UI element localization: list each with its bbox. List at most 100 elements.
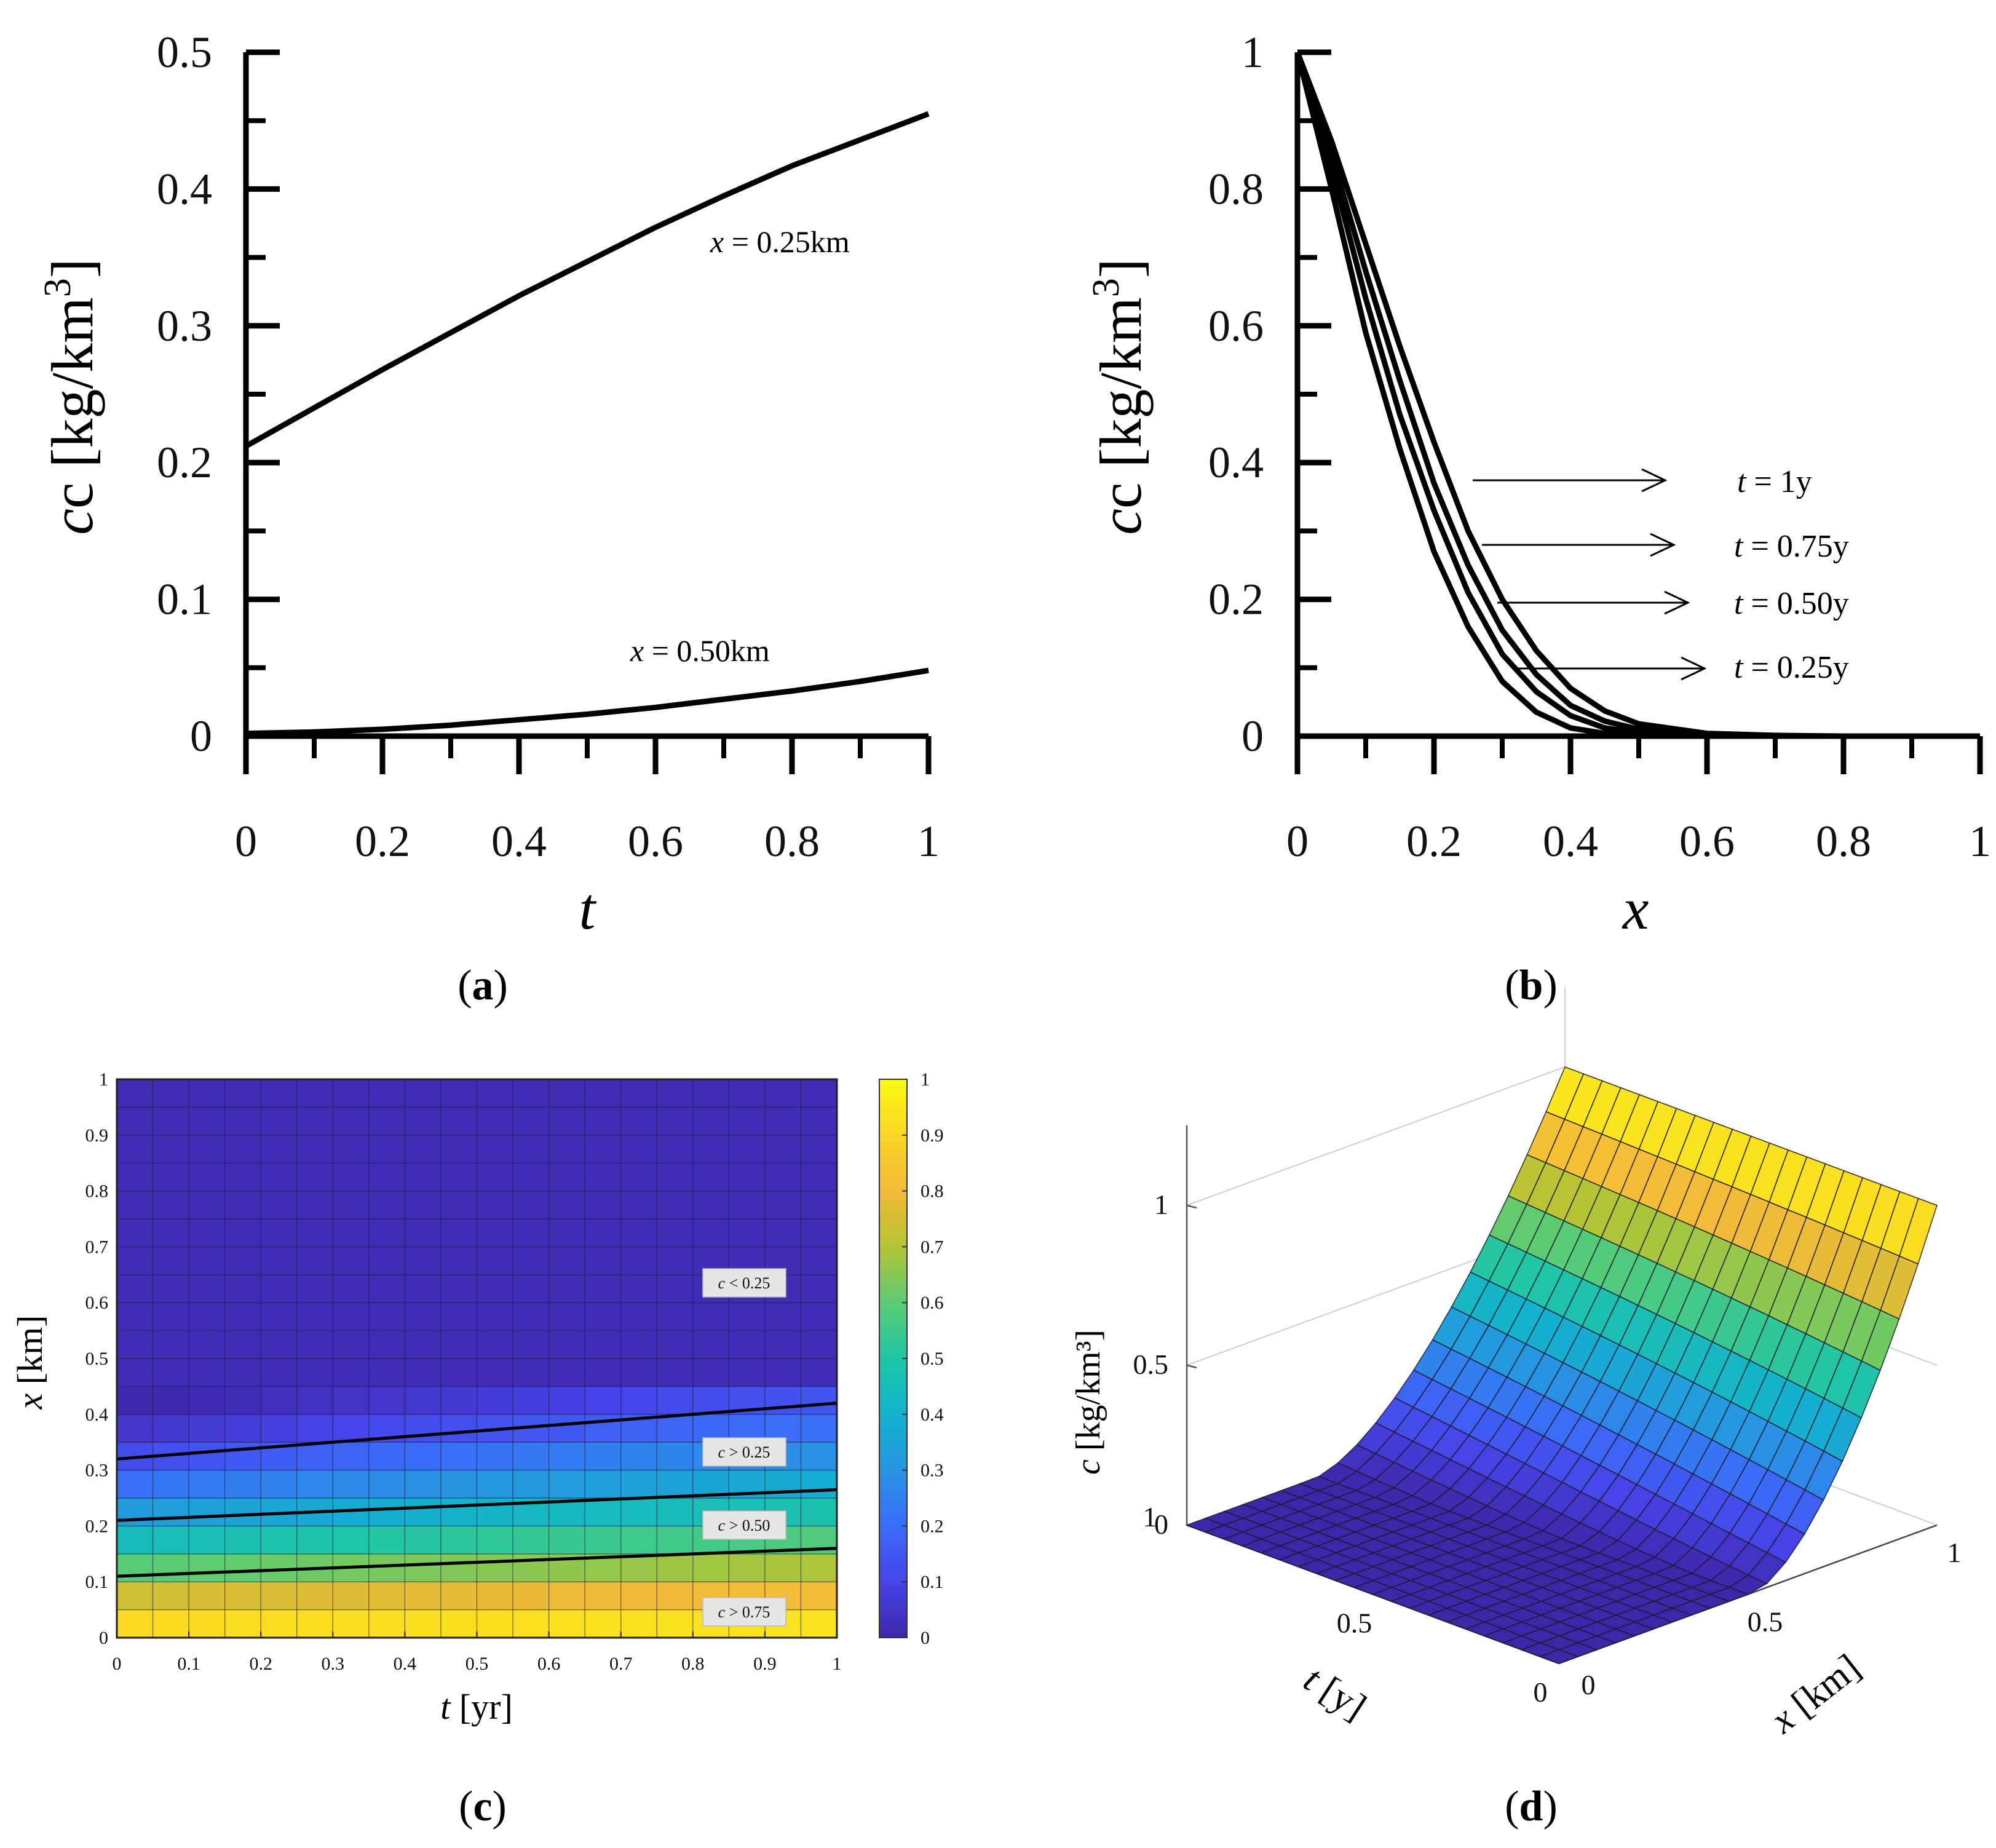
panel-c-cell (585, 1191, 622, 1219)
panel-c-cell (801, 1247, 837, 1275)
panel-a-x-tick-label: 0.6 (628, 817, 683, 866)
panel-c-label: (c) (459, 1783, 507, 1830)
panel-d-t-axis-label: t [y] (1296, 1658, 1373, 1728)
panel-c-cell (801, 1079, 837, 1108)
panel-c-cell (620, 1107, 657, 1136)
panel-c-cell (189, 1386, 226, 1415)
panel-b-y-tick-label: 1 (1242, 28, 1264, 77)
panel-c-colorbar-tick-label: 1 (921, 1069, 930, 1090)
panel-c-cell (117, 1191, 154, 1219)
panel-c-cell (224, 1414, 261, 1443)
panel-d-t-tick-label: 1 (1143, 1501, 1157, 1533)
panel-c-cell (368, 1553, 405, 1582)
panel-c-cell (261, 1247, 298, 1275)
panel-c-cell (368, 1470, 405, 1499)
panel-b-x-tick-label: 1 (1969, 817, 1991, 866)
panel-c-cell (296, 1163, 333, 1192)
panel-c-cell (152, 1609, 189, 1638)
panel-c-cell (224, 1219, 261, 1247)
panel-c-cell (296, 1135, 333, 1164)
panel-c-cell (692, 1386, 729, 1415)
panel-c-cell (117, 1303, 154, 1331)
panel-c-annotation-3: c > 0.75 (718, 1603, 770, 1621)
panel-c-y-tick-label: 0 (99, 1628, 108, 1648)
panel-c-cell (440, 1163, 477, 1192)
panel-c-cell (440, 1191, 477, 1219)
panel-c-x-tick-label: 0.4 (394, 1654, 417, 1674)
panel-c-cell (117, 1163, 154, 1192)
panel-b-x-tick-label: 0.4 (1543, 817, 1598, 866)
panel-c-cell (189, 1358, 226, 1387)
panel-c-cell (261, 1135, 298, 1164)
panel-a-y-tick-label: 0.1 (157, 575, 212, 624)
panel-c-cell (224, 1442, 261, 1471)
panel-c-cell (440, 1498, 477, 1526)
panel-c-cell (585, 1330, 622, 1359)
panel-c-colorbar: 0 0.1 0.2 0.3 0.4 0.5 0.6 0.7 0.8 0.9 1 (879, 1069, 944, 1648)
panel-b-series-label-0: t = 0.25y (1734, 650, 1849, 685)
panel-c-cell (333, 1247, 370, 1275)
panel-c-cell (261, 1526, 298, 1555)
panel-c-cell (620, 1358, 657, 1387)
panel-c-cell (405, 1498, 442, 1526)
panel-c-cell (224, 1247, 261, 1275)
panel-c-cell (477, 1303, 513, 1331)
panel-c-cell (657, 1358, 694, 1387)
panel-c-cell (333, 1526, 370, 1555)
panel-c-cell (729, 1303, 766, 1331)
panel-c-cell (296, 1247, 333, 1275)
panel-c-cell (224, 1358, 261, 1387)
panel-c-cell (657, 1191, 694, 1219)
panel-c-annotation-box-3 (702, 1597, 786, 1627)
panel-c-cell (513, 1163, 550, 1192)
panel-c-gridlines (117, 1079, 837, 1638)
panel-c-cell (261, 1609, 298, 1638)
panel-c-cell (801, 1498, 837, 1526)
panel-c-cell (224, 1079, 261, 1108)
panel-c-cell (368, 1219, 405, 1247)
panel-b-y-axis-label: cc [kg/km3] (1085, 258, 1154, 535)
panel-c-cell (224, 1303, 261, 1331)
panel-d-z-tick (1186, 1364, 1197, 1369)
panel-c-cell (764, 1330, 801, 1359)
panel-b-arrow-head-3 (1681, 656, 1707, 681)
panel-c-cell (440, 1526, 477, 1555)
panel-c-cell (585, 1247, 622, 1275)
panel-c-cell (224, 1470, 261, 1499)
panel-c-colorbar-tick-label: 0.4 (921, 1405, 944, 1425)
panel-c-cell (549, 1330, 585, 1359)
panel-c-cell (152, 1470, 189, 1499)
panel-b-y-tick-label: 0.6 (1208, 301, 1264, 351)
panel-c-cell (440, 1079, 477, 1108)
panel-c-cell (440, 1442, 477, 1471)
panel-c-cell (368, 1247, 405, 1275)
panel-c-cell (729, 1219, 766, 1247)
panel-c-x-axis-label: t [yr] (440, 1687, 513, 1727)
panel-c-cell (224, 1526, 261, 1555)
panel-d-surface (1185, 1066, 1938, 1664)
panel-c-cell (440, 1358, 477, 1387)
panel-c-cell (764, 1107, 801, 1136)
panel-c-contours (116, 1402, 838, 1578)
panel-c-cell (152, 1191, 189, 1219)
panel-c-contour-1 (116, 1488, 838, 1522)
panel-c-cell (333, 1219, 370, 1247)
panel-c-cell (657, 1163, 694, 1192)
panel-a-tick-labels: 0 0.2 0.4 0.6 0.8 1 0 0.1 0.2 0.3 0.4 0.5 (157, 28, 940, 866)
panel-a: 0 0.2 0.4 0.6 0.8 1 0 0.1 0.2 0.3 0.4 0.5 x = 0.25k… (37, 28, 940, 1009)
panel-d-x-tick-label: 0 (1582, 1669, 1596, 1700)
panel-c-x-tick-label: 0 (113, 1654, 122, 1674)
panel-b-x-tick-label: 0.8 (1816, 817, 1871, 866)
panel-c-cell (764, 1135, 801, 1164)
panel-c-cell (261, 1163, 298, 1192)
panel-c-cell (729, 1135, 766, 1164)
panel-c-cell (296, 1079, 333, 1108)
panel-c-cell (405, 1526, 442, 1555)
panel-c-cell (189, 1470, 226, 1499)
panel-c-cell (801, 1470, 837, 1499)
panel-a-series-line-0 (244, 111, 930, 449)
panel-c-cell (440, 1107, 477, 1136)
panel-c-cell (440, 1470, 477, 1499)
panel-c-cell (692, 1079, 729, 1108)
panel-a-x-axis-label: t (579, 876, 597, 942)
